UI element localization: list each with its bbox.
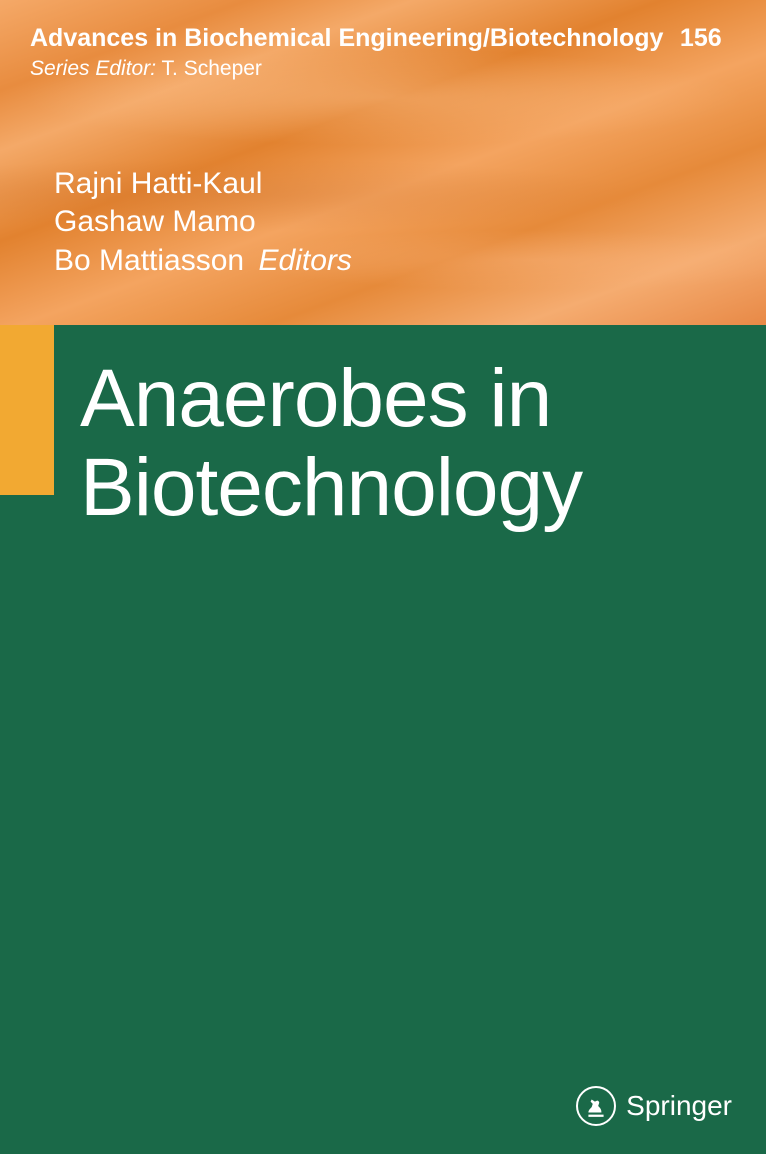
- accent-tab: [0, 325, 54, 495]
- series-name: Advances in Biochemical Engineering/Biot…: [30, 24, 663, 52]
- title-line-2: Biotechnology: [80, 444, 736, 533]
- volume-editors: Rajni Hatti-Kaul Gashaw Mamo Bo Mattiass…: [54, 165, 352, 280]
- series-editor-line: Series Editor: T. Scheper: [30, 57, 736, 81]
- series-header: Advances in Biochemical Engineering/Biot…: [30, 24, 736, 81]
- book-title: Anaerobes in Biotechnology: [80, 355, 736, 532]
- title-line-1: Anaerobes in: [80, 355, 736, 444]
- horse-icon: [583, 1093, 609, 1119]
- series-editor-name: T. Scheper: [162, 57, 262, 80]
- series-editor-label: Series Editor:: [30, 57, 156, 80]
- editor-name: Bo Mattiasson: [54, 244, 244, 277]
- editor-name: Gashaw Mamo: [54, 203, 352, 241]
- publisher-block: Springer: [576, 1086, 732, 1126]
- volume-number: 156: [680, 24, 722, 52]
- publisher-name: Springer: [626, 1090, 732, 1122]
- springer-horse-icon: [576, 1086, 616, 1126]
- editor-role: Editors: [259, 244, 352, 277]
- editor-name: Rajni Hatti-Kaul: [54, 165, 352, 203]
- book-cover: Advances in Biochemical Engineering/Biot…: [0, 0, 766, 1154]
